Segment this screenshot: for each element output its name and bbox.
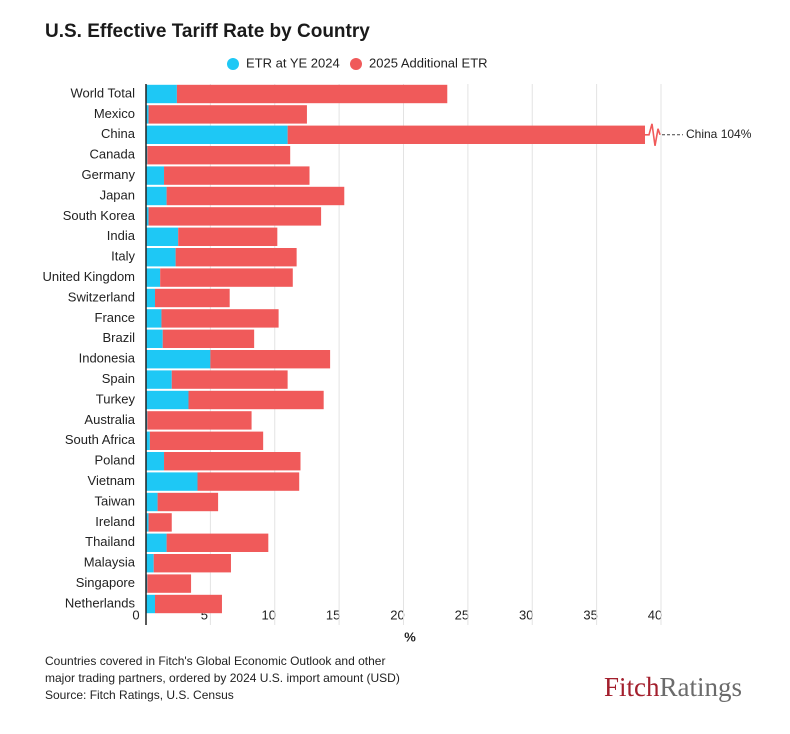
y-tick-label: Italy (111, 249, 135, 264)
bar-segment (146, 554, 154, 573)
bar-segment (164, 452, 301, 471)
legend-label: 2025 Additional ETR (369, 55, 488, 70)
bar-segment (148, 513, 172, 532)
bar-segment (171, 370, 288, 389)
bar-segment (166, 186, 345, 206)
bar-segment (210, 350, 331, 369)
bar-segment (146, 390, 189, 410)
bar-segment (146, 431, 150, 450)
x-tick-label: 40 (648, 607, 662, 622)
y-tick-label: Ireland (95, 514, 135, 529)
bar-segment (146, 227, 179, 246)
bar-segment (146, 513, 149, 532)
bar-segment (146, 125, 288, 144)
y-tick-label: Singapore (76, 575, 135, 590)
bar-segment (162, 329, 255, 348)
bar-segment (146, 350, 211, 369)
bar-segment (146, 84, 177, 104)
y-tick-label: Vietnam (88, 473, 135, 488)
brand-part: Fitch (604, 672, 660, 702)
bar-segment (146, 533, 167, 552)
x-tick-label: 0 (132, 607, 139, 622)
x-tick-label: 15 (326, 607, 340, 622)
x-tick-label: 30 (519, 607, 533, 622)
bar-segment (147, 574, 192, 593)
y-tick-label: Poland (95, 453, 135, 468)
bar-segment (176, 84, 448, 104)
y-tick-label: Thailand (85, 534, 135, 549)
bar-segment (155, 288, 230, 308)
y-tick-label: United Kingdom (43, 269, 136, 284)
legend-label: ETR at YE 2024 (246, 55, 340, 70)
legend-marker (227, 58, 239, 70)
y-tick-label: Indonesia (79, 351, 136, 366)
x-tick-label: 35 (583, 607, 597, 622)
bar-segment (147, 146, 291, 165)
y-tick-label: Netherlands (65, 595, 136, 610)
bar-segment (146, 268, 161, 287)
y-tick-label: Australia (84, 412, 135, 427)
bar-segment (166, 533, 269, 552)
bar-segment (157, 492, 219, 512)
note: Source: Fitch Ratings, U.S. Census (45, 688, 234, 702)
y-tick-label: Germany (82, 167, 136, 182)
bar-segment (146, 370, 172, 389)
bar-segment (146, 288, 156, 308)
y-tick-label: South Africa (65, 432, 136, 447)
annotation: China 104% (686, 127, 752, 141)
bar-segment (188, 390, 324, 410)
bar-segment (287, 125, 645, 144)
bar-segment (146, 452, 165, 471)
bar-segment (147, 411, 252, 430)
y-tick-label: Malaysia (84, 555, 136, 570)
y-tick-label: France (95, 310, 135, 325)
legend-marker (350, 58, 362, 70)
note: Countries covered in Fitch's Global Econ… (45, 654, 385, 668)
note: major trading partners, ordered by 2024 … (45, 671, 400, 685)
axis-break (645, 123, 661, 146)
chart-title: U.S. Effective Tariff Rate by Country (45, 21, 370, 42)
y-tick-label: Spain (102, 371, 135, 386)
y-tick-label: South Korea (63, 208, 136, 223)
y-tick-label: China (101, 126, 136, 141)
y-tick-label: Mexico (94, 106, 135, 121)
bar-segment (146, 472, 198, 491)
y-tick-label: India (107, 228, 136, 243)
bar-segment (161, 309, 279, 328)
y-tick-label: Brazil (102, 330, 135, 345)
bar-segment (146, 186, 167, 206)
y-tick-label: Taiwan (95, 493, 135, 508)
x-tick-label: 5 (201, 607, 208, 622)
bar-segment (146, 105, 149, 124)
bar-segment (155, 594, 222, 614)
y-tick-label: Turkey (96, 391, 136, 406)
brand-logo: FitchRatings (604, 672, 742, 702)
x-tick-label: 10 (262, 607, 276, 622)
y-tick-label: Japan (100, 187, 135, 202)
bar-segment (149, 431, 264, 450)
bar-segment (146, 309, 162, 328)
x-tick-label: 25 (455, 607, 469, 622)
bar-segment (153, 554, 231, 573)
x-axis-label: % (404, 629, 416, 644)
bar-segment (148, 207, 322, 226)
bar-segment (160, 268, 293, 287)
y-tick-label: World Total (70, 85, 135, 100)
bar-segment (146, 166, 165, 185)
bar-segment (148, 105, 307, 124)
y-tick-label: Canada (89, 147, 135, 162)
bar-segment (146, 492, 158, 512)
bar-segment (175, 248, 297, 267)
bar-segment (146, 329, 163, 348)
bar-segment (197, 472, 300, 491)
brand-part: Ratings (659, 672, 742, 702)
x-tick-label: 20 (390, 607, 404, 622)
bar-segment (164, 166, 310, 185)
y-tick-label: Switzerland (68, 289, 135, 304)
bar-segment (146, 594, 156, 614)
bar-segment (178, 227, 278, 246)
bar-segment (146, 207, 149, 226)
bar-segment (146, 248, 176, 267)
